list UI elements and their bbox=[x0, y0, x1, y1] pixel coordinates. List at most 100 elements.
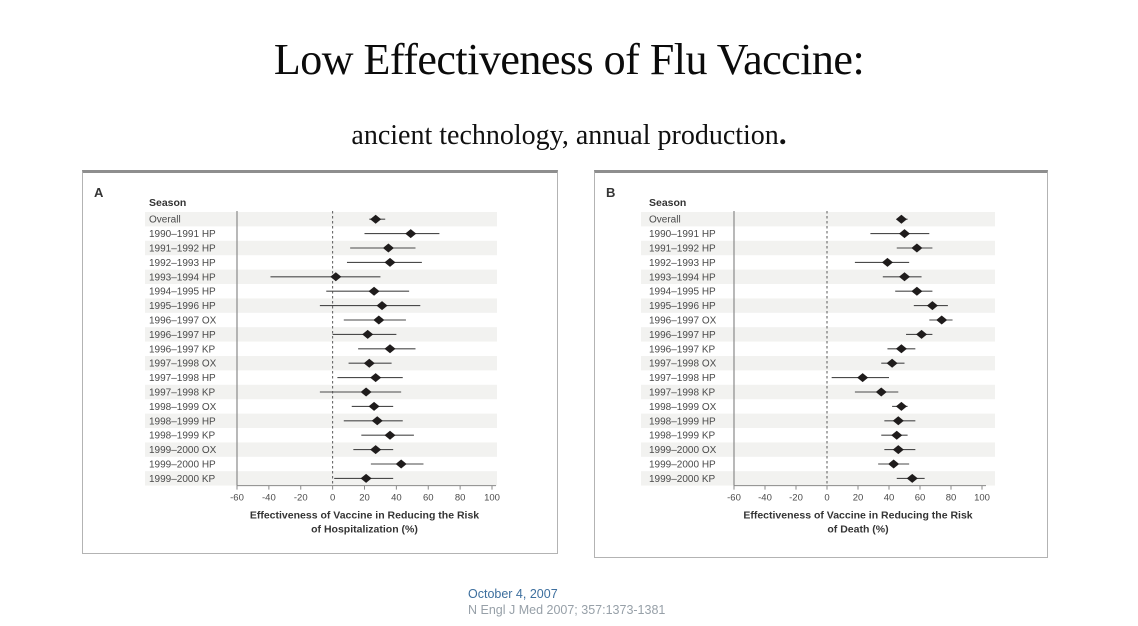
row-label: 1998–1999 OX bbox=[649, 402, 717, 413]
row-stripe bbox=[641, 327, 995, 342]
point-estimate-diamond bbox=[936, 315, 948, 325]
row-stripe bbox=[145, 356, 497, 371]
point-estimate-diamond bbox=[371, 416, 383, 426]
point-estimate-diamond bbox=[370, 445, 382, 455]
x-axis-tick-label: 80 bbox=[455, 493, 466, 504]
point-estimate-diamond bbox=[382, 243, 394, 253]
point-estimate-diamond bbox=[857, 373, 869, 383]
row-stripe bbox=[145, 212, 497, 227]
row-label: 1995–1996 HP bbox=[649, 301, 716, 312]
point-estimate-diamond bbox=[886, 358, 898, 368]
x-axis-tick-label: -20 bbox=[294, 493, 308, 504]
x-axis-tick-label: 80 bbox=[946, 493, 957, 504]
row-stripe bbox=[641, 442, 995, 457]
panel-label: A bbox=[94, 185, 104, 200]
point-estimate-diamond bbox=[899, 272, 910, 282]
x-axis-tick-label: 60 bbox=[423, 493, 434, 504]
x-axis-tick-label: 40 bbox=[884, 493, 895, 504]
point-estimate-diamond bbox=[892, 416, 904, 426]
row-label: 1997–1998 HP bbox=[649, 373, 716, 384]
column-header: Season bbox=[649, 197, 686, 209]
x-axis-tick-label: -60 bbox=[727, 493, 741, 504]
point-estimate-diamond bbox=[330, 272, 342, 282]
point-estimate-diamond bbox=[926, 301, 938, 311]
point-estimate-diamond bbox=[892, 445, 904, 455]
row-stripe bbox=[641, 413, 995, 428]
point-estimate-diamond bbox=[895, 214, 907, 224]
x-axis-tick-label: 60 bbox=[915, 493, 926, 504]
x-axis-title: Effectiveness of Vaccine in Reducing the… bbox=[250, 510, 479, 522]
row-stripe bbox=[145, 413, 497, 428]
point-estimate-diamond bbox=[911, 243, 923, 253]
row-label: Overall bbox=[149, 215, 181, 226]
row-label: 1999–2000 HP bbox=[149, 460, 216, 471]
forest-plot-panel-b: B Season -60 -40 -20 0 20 40 60 80 100 Overall 1990–… bbox=[594, 170, 1048, 558]
point-estimate-diamond bbox=[384, 344, 396, 354]
x-axis-tick-label: 0 bbox=[330, 493, 335, 504]
panel-label: B bbox=[606, 185, 615, 200]
point-estimate-diamond bbox=[384, 430, 396, 440]
x-axis-tick-label: 100 bbox=[484, 493, 500, 504]
row-label: 1996–1997 HP bbox=[649, 330, 716, 341]
point-estimate-diamond bbox=[899, 229, 910, 239]
slide-subtitle-text: ancient technology, annual production bbox=[351, 120, 779, 151]
row-label: 1994–1995 HP bbox=[149, 287, 216, 298]
row-label: 1999–2000 OX bbox=[149, 445, 217, 456]
row-stripe bbox=[145, 471, 497, 486]
row-label: 1996–1997 OX bbox=[649, 316, 717, 327]
point-estimate-diamond bbox=[405, 229, 417, 239]
forest-plot-svg-a: A Season -60 -40 -20 0 20 40 60 80 100 Overall 1990–… bbox=[94, 185, 500, 536]
row-label: 1997–1998 OX bbox=[649, 359, 717, 370]
x-axis-tick-label: -40 bbox=[262, 493, 276, 504]
forest-plot-svg-b: B Season -60 -40 -20 0 20 40 60 80 100 Overall 1990–… bbox=[606, 185, 995, 536]
row-label: 1996–1997 KP bbox=[649, 344, 716, 355]
point-estimate-diamond bbox=[906, 473, 918, 483]
x-axis-tick-label: 0 bbox=[824, 493, 829, 504]
row-label: 1990–1991 HP bbox=[149, 229, 216, 240]
point-estimate-diamond bbox=[370, 214, 382, 224]
journal-citation: N Engl J Med 2007; 357:1373-1381 bbox=[468, 603, 666, 617]
point-estimate-diamond bbox=[881, 257, 893, 267]
x-axis-tick-label: 100 bbox=[974, 493, 990, 504]
point-estimate-diamond bbox=[360, 387, 372, 397]
row-label: 1996–1997 OX bbox=[149, 316, 217, 327]
point-estimate-diamond bbox=[376, 301, 388, 311]
row-stripe bbox=[641, 240, 995, 256]
row-label: 1993–1994 HP bbox=[149, 272, 216, 283]
row-stripe bbox=[145, 240, 497, 256]
row-label: 1996–1997 HP bbox=[149, 330, 216, 341]
x-axis-title: of Death (%) bbox=[827, 524, 888, 536]
row-label: 1997–1998 KP bbox=[149, 388, 216, 399]
row-label: 1997–1998 HP bbox=[149, 373, 216, 384]
row-label: 1999–2000 HP bbox=[649, 460, 716, 471]
row-label: 1999–2000 KP bbox=[649, 474, 716, 485]
point-estimate-diamond bbox=[875, 387, 887, 397]
row-label: 1992–1993 HP bbox=[149, 258, 216, 269]
row-label: 1994–1995 HP bbox=[649, 287, 716, 298]
row-stripe bbox=[641, 356, 995, 371]
row-label: 1992–1993 HP bbox=[649, 258, 716, 269]
row-label: 1999–2000 OX bbox=[649, 445, 717, 456]
point-estimate-diamond bbox=[368, 286, 380, 296]
row-stripe bbox=[641, 471, 995, 486]
slide-title: Low Effectiveness of Flu Vaccine: bbox=[273, 35, 865, 84]
x-axis-tick-label: -40 bbox=[758, 493, 772, 504]
row-label: 1995–1996 HP bbox=[149, 301, 216, 312]
point-estimate-diamond bbox=[360, 473, 372, 483]
point-estimate-diamond bbox=[373, 315, 385, 325]
x-axis-tick-label: -20 bbox=[789, 493, 803, 504]
x-axis-tick-label: 40 bbox=[391, 493, 402, 504]
point-estimate-diamond bbox=[362, 329, 374, 339]
x-axis-tick-label: 20 bbox=[853, 493, 864, 504]
row-label: 1999–2000 KP bbox=[149, 474, 216, 485]
point-estimate-diamond bbox=[891, 430, 903, 440]
row-stripe bbox=[641, 269, 995, 284]
point-estimate-diamond bbox=[368, 401, 380, 411]
row-label: 1990–1991 HP bbox=[649, 229, 716, 240]
row-stripe bbox=[641, 298, 995, 313]
row-label: Overall bbox=[649, 215, 681, 226]
x-axis-tick-label: 20 bbox=[359, 493, 370, 504]
point-estimate-diamond bbox=[895, 401, 907, 411]
row-label: 1998–1999 OX bbox=[149, 402, 217, 413]
x-axis-tick-label: -60 bbox=[230, 493, 244, 504]
